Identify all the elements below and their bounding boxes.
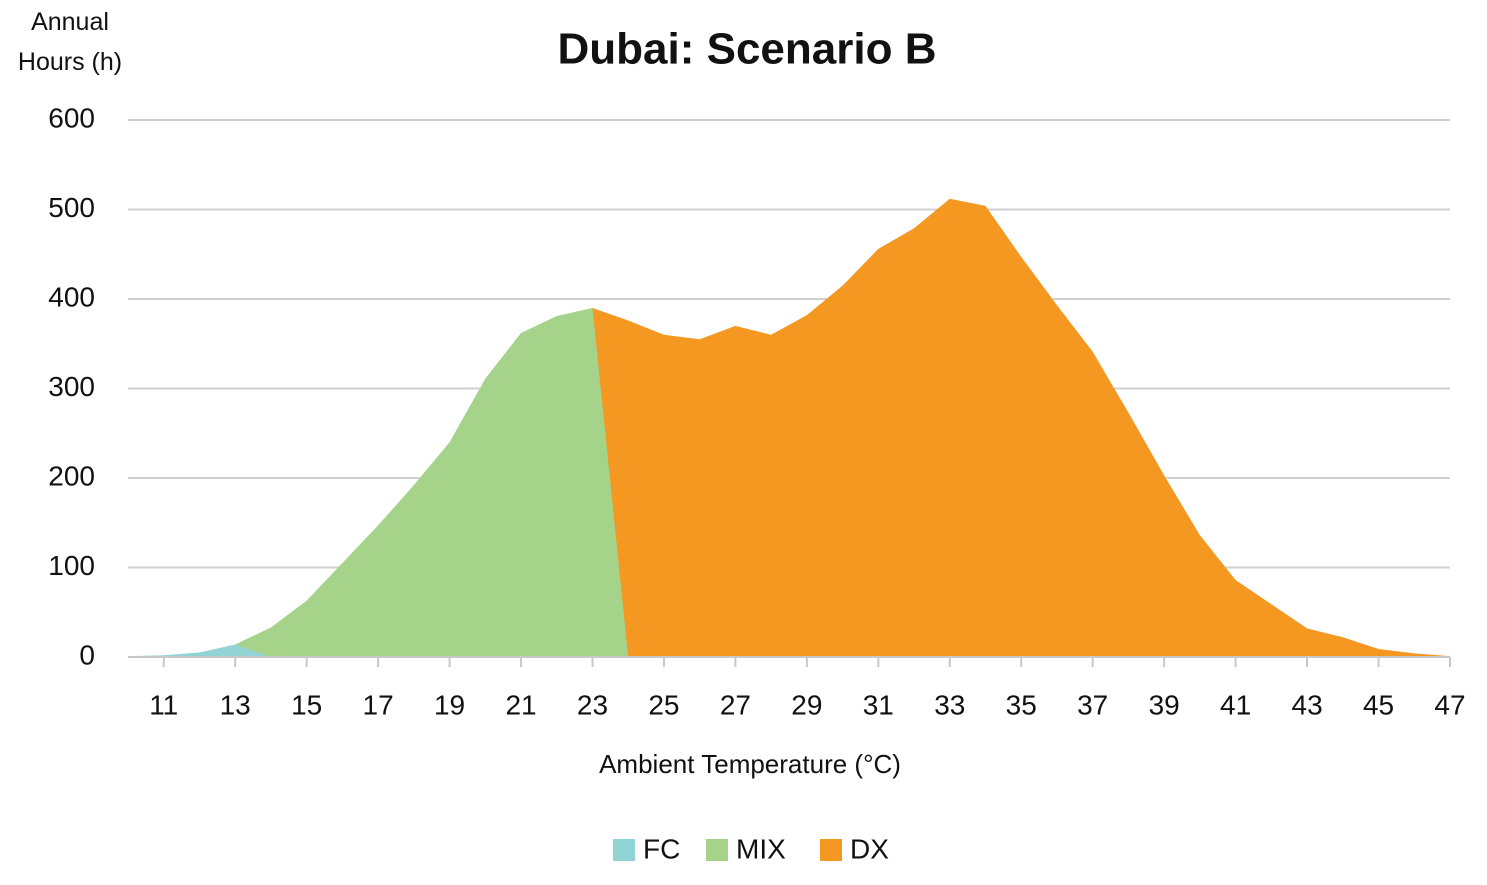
x-tick-label: 15: [291, 689, 322, 720]
x-tick-label: 43: [1292, 689, 1323, 720]
x-tick-label: 23: [577, 689, 608, 720]
x-tick-label: 33: [934, 689, 965, 720]
y-tick-label: 400: [48, 281, 95, 312]
x-tick-label: 13: [220, 689, 251, 720]
legend-label: DX: [850, 833, 889, 864]
y-tick-label: 600: [48, 102, 95, 133]
x-tick-label: 17: [363, 689, 394, 720]
y-tick-label: 0: [79, 639, 95, 670]
legend-swatch: [706, 839, 728, 861]
area: [128, 644, 1450, 657]
x-tick-label: 41: [1220, 689, 1251, 720]
x-tick-label: 31: [863, 689, 894, 720]
area: [128, 198, 1450, 657]
x-tick-label: 35: [1006, 689, 1037, 720]
x-tick-label: 47: [1434, 689, 1465, 720]
x-tick-label: 39: [1149, 689, 1180, 720]
x-axis-title: Ambient Temperature (°C): [599, 749, 901, 779]
legend-swatch: [820, 839, 842, 861]
y-tick-label: 100: [48, 550, 95, 581]
x-tick-label: 29: [791, 689, 822, 720]
x-tick-label: 19: [434, 689, 465, 720]
x-tick-label: 27: [720, 689, 751, 720]
y-tick-label: 300: [48, 371, 95, 402]
y-tick-label: 200: [48, 460, 95, 491]
legend-swatch: [613, 839, 635, 861]
x-tick-label: 11: [149, 689, 178, 720]
x-tick-label: 25: [648, 689, 679, 720]
y-tick-label: 500: [48, 192, 95, 223]
y-axis-title: Annual Hours (h): [17, 8, 123, 76]
x-tick-label: 45: [1363, 689, 1394, 720]
area: [128, 307, 1450, 657]
chart-title: Dubai: Scenario B: [558, 25, 937, 74]
x-tick-label: 37: [1077, 689, 1108, 720]
legend-label: FC: [643, 833, 680, 864]
x-tick-label: 21: [505, 689, 536, 720]
legend-label: MIX: [736, 833, 786, 864]
